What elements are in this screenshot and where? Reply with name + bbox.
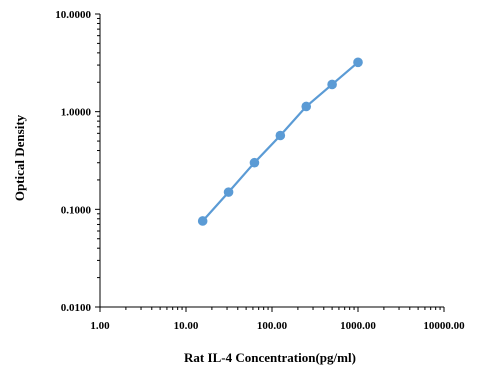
x-tick-label: 10000.00 <box>423 320 465 332</box>
x-tick-label: 1.00 <box>90 320 110 332</box>
x-axis-ticks: 1.00 10.00 100.00 1000.00 10000.00 <box>90 307 465 332</box>
data-point <box>301 101 312 112</box>
y-tick-label: 0.1000 <box>61 204 92 216</box>
data-point <box>275 130 286 141</box>
data-series <box>197 57 363 226</box>
y-tick-label: 1.0000 <box>61 107 92 119</box>
data-point <box>249 157 260 168</box>
data-point <box>353 57 363 68</box>
axes <box>99 14 444 308</box>
y-tick-label: 0.0100 <box>61 302 92 314</box>
x-tick-label: 100.00 <box>257 320 288 332</box>
x-tick-label: 1000.00 <box>340 320 376 332</box>
x-axis-title: Rat IL-4 Concentration(pg/ml) <box>184 350 356 365</box>
y-tick-label: 10.0000 <box>55 9 91 21</box>
data-point <box>327 79 337 90</box>
y-axis-title: Optical Density <box>12 114 27 201</box>
x-tick-label: 10.00 <box>174 320 199 332</box>
data-point <box>223 187 234 197</box>
data-point <box>197 216 208 226</box>
y-axis-ticks: 0.0100 0.1000 1.0000 10.0000 <box>55 9 100 314</box>
